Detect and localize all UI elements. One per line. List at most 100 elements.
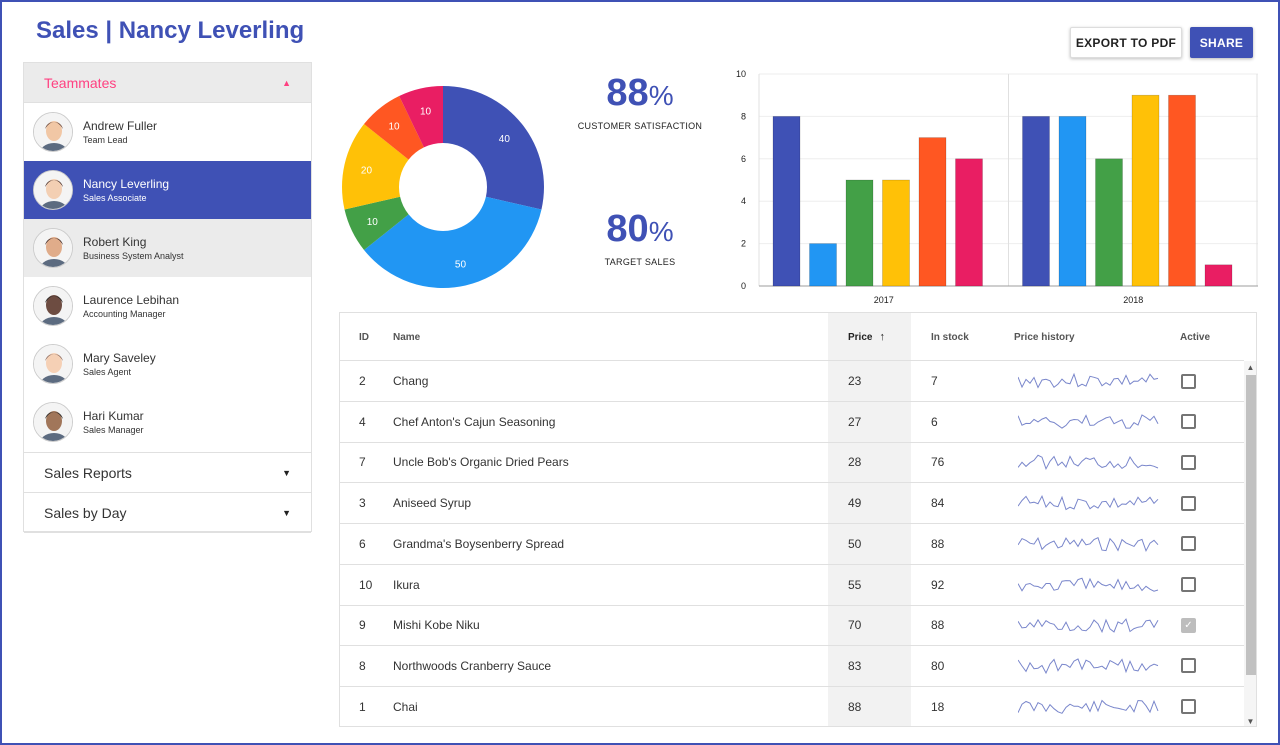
- cell-id: 10: [359, 577, 373, 592]
- teammate-item[interactable]: Hari Kumar Sales Manager: [24, 393, 311, 451]
- avatar: [33, 344, 73, 384]
- sales-reports-label: Sales Reports: [44, 464, 132, 481]
- scroll-down-icon[interactable]: ▼: [1246, 716, 1255, 726]
- cell-id: 2: [359, 374, 366, 388]
- donut-slice-label: 50: [455, 260, 467, 271]
- cell-stock: 76: [931, 455, 945, 470]
- teammate-role: Accounting Manager: [83, 308, 166, 319]
- sidebar: Teammates ▲ Andrew Fuller Team Lead Nancy …: [23, 62, 312, 533]
- active-checkbox[interactable]: [1181, 699, 1196, 715]
- donut-slice: [364, 196, 542, 288]
- cell-price: 27: [848, 414, 862, 429]
- cell-price-history: [1018, 687, 1160, 726]
- sparkline: [1018, 536, 1159, 552]
- cell-active: [1181, 361, 1196, 401]
- table-row[interactable]: 2 Chang 23 7: [340, 361, 1244, 402]
- kpi-label: TARGET SALES: [604, 257, 676, 267]
- donut-slice-label: 10: [420, 106, 432, 117]
- sparkline: [1018, 455, 1159, 471]
- donut-slice-label: 10: [367, 217, 379, 228]
- donut-chart: 40 50 10 20 10 10: [342, 86, 544, 288]
- teammate-item[interactable]: Mary Saveley Sales Agent: [24, 335, 311, 393]
- table-row[interactable]: 8 Northwoods Cranberry Sauce 83 80: [340, 646, 1244, 687]
- sparkline: [1018, 372, 1159, 389]
- sales-by-day-panel-header[interactable]: Sales by Day ▼: [24, 493, 311, 533]
- bar: [882, 179, 910, 287]
- caret-up-icon: ▲: [282, 77, 291, 88]
- table-row[interactable]: 3 Aniseed Syrup 49 84: [340, 483, 1244, 525]
- cell-stock: 88: [931, 618, 945, 633]
- vertical-scrollbar[interactable]: ▲ ▼: [1244, 361, 1256, 726]
- teammate-name: Andrew Fuller: [83, 118, 158, 133]
- cell-name: Northwoods Cranberry Sauce: [393, 658, 552, 673]
- bar: [1095, 158, 1123, 287]
- teammate-name: Laurence Lebihan: [83, 292, 180, 307]
- avatar: [33, 112, 73, 152]
- donut-slice: [344, 196, 409, 250]
- active-checkbox[interactable]: [1181, 495, 1196, 511]
- cell-price: 83: [848, 658, 862, 673]
- column-header-stock[interactable]: In stock: [931, 331, 969, 343]
- teammate-role: Business System Analyst: [83, 250, 184, 261]
- y-tick-label: 2: [741, 239, 746, 249]
- teammate-item[interactable]: Laurence Lebihan Accounting Manager: [24, 277, 311, 335]
- active-checkbox[interactable]: [1181, 536, 1196, 552]
- sales-reports-panel-header[interactable]: Sales Reports ▼: [24, 453, 311, 493]
- table-row[interactable]: 1 Chai 88 18: [340, 687, 1244, 726]
- column-header-name[interactable]: Name: [393, 331, 421, 343]
- cell-price-history: [1018, 605, 1160, 645]
- avatar: [33, 286, 73, 326]
- sparkline: [1018, 658, 1159, 675]
- share-button[interactable]: SHARE: [1190, 27, 1253, 58]
- column-header-price[interactable]: Price ↑: [848, 313, 885, 361]
- column-header-history[interactable]: Price history: [1014, 331, 1075, 343]
- cell-active: [1181, 402, 1196, 442]
- kpi-customer-satisfaction: 88% CUSTOMER SATISFACTION: [565, 72, 715, 131]
- teammate-item[interactable]: Andrew Fuller Team Lead: [24, 103, 311, 161]
- bar: [1022, 116, 1050, 287]
- y-tick-label: 10: [736, 69, 746, 79]
- price-header-label: Price: [848, 331, 873, 343]
- donut-slice-label: 40: [499, 134, 511, 145]
- cell-name: Aniseed Syrup: [393, 496, 472, 511]
- teammates-panel-header[interactable]: Teammates ▲: [24, 63, 311, 103]
- scrollbar-thumb[interactable]: [1246, 375, 1256, 675]
- avatar: [33, 228, 73, 268]
- donut-slice-label: 10: [388, 122, 400, 133]
- teammate-item[interactable]: Robert King Business System Analyst: [24, 219, 311, 277]
- arrow-up-icon: ↑: [879, 331, 885, 343]
- active-checkbox[interactable]: [1181, 577, 1196, 592]
- table-row[interactable]: 4 Chef Anton's Cajun Seasoning 27 6: [340, 402, 1244, 443]
- teammate-name: Hari Kumar: [83, 408, 144, 423]
- cell-stock: 7: [931, 374, 938, 388]
- cell-price: 88: [848, 699, 862, 714]
- y-tick-label: 0: [741, 281, 746, 291]
- cell-active: [1181, 483, 1196, 523]
- table-row[interactable]: 9 Mishi Kobe Niku 70 88 ✓: [340, 605, 1244, 647]
- export-pdf-button[interactable]: EXPORT TO PDF: [1070, 27, 1182, 58]
- table-row[interactable]: 7 Uncle Bob's Organic Dried Pears 28 76: [340, 442, 1244, 484]
- cell-id: 1: [359, 699, 366, 714]
- active-checkbox[interactable]: ✓: [1181, 617, 1196, 633]
- y-tick-label: 8: [741, 111, 746, 121]
- cell-name: Chang: [393, 374, 429, 388]
- column-header-id[interactable]: ID: [359, 331, 369, 343]
- caret-down-icon: ▼: [282, 507, 291, 518]
- scroll-up-icon[interactable]: ▲: [1246, 362, 1255, 372]
- cell-id: 4: [359, 414, 366, 429]
- table-row[interactable]: 6 Grandma's Boysenberry Spread 50 88: [340, 524, 1244, 565]
- active-checkbox[interactable]: [1181, 658, 1196, 674]
- table-row[interactable]: 10 Ikura 55 92: [340, 565, 1244, 606]
- active-checkbox[interactable]: [1181, 454, 1196, 470]
- teammate-item[interactable]: Nancy Leverling Sales Associate: [24, 161, 311, 219]
- teammate-name: Robert King: [83, 234, 147, 249]
- donut-slice: [364, 96, 424, 160]
- active-checkbox[interactable]: [1181, 373, 1196, 389]
- sales-by-day-label: Sales by Day: [44, 504, 127, 521]
- cell-name: Ikura: [393, 577, 420, 592]
- column-header-active[interactable]: Active: [1180, 331, 1211, 343]
- active-checkbox[interactable]: [1181, 414, 1196, 430]
- donut-slice-label: 20: [361, 166, 373, 177]
- cell-name: Grandma's Boysenberry Spread: [393, 536, 565, 551]
- teammate-role: Sales Agent: [83, 366, 132, 377]
